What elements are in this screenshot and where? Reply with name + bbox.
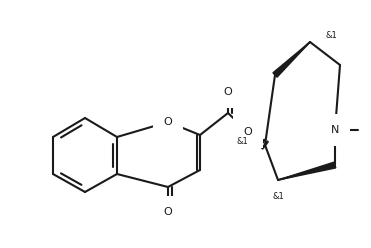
Text: &1: &1 (272, 192, 284, 201)
Text: &1: &1 (236, 137, 248, 147)
Text: O: O (244, 127, 252, 137)
Text: O: O (224, 87, 232, 97)
Polygon shape (273, 42, 310, 77)
Text: &1: &1 (325, 31, 337, 39)
Text: N: N (331, 125, 339, 135)
Text: O: O (164, 207, 173, 217)
Text: O: O (164, 117, 173, 127)
Polygon shape (278, 162, 336, 180)
